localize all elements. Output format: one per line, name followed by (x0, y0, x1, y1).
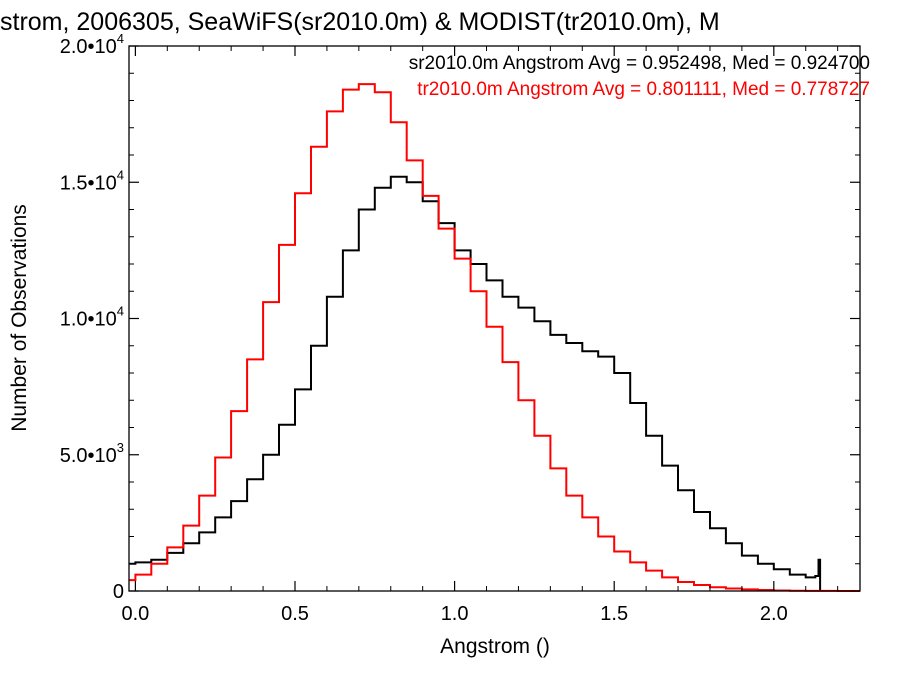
y-tick-label: 1.5•104 (60, 167, 124, 194)
x-tick-label: 2.0 (760, 603, 788, 625)
x-tick-label: 0.0 (121, 603, 149, 625)
legend-entry-tr2010: tr2010.0m Angstrom Avg = 0.801111, Med =… (417, 79, 870, 100)
y-tick-label: 2.0•104 (60, 31, 124, 58)
x-axis-label: Angstrom () (440, 635, 550, 658)
series-layer (129, 83, 860, 592)
y-axis-ticks: 0 5.0•103 1.0•104 1.5•104 2.0•104 (60, 31, 860, 603)
series-line-tr2010.0m (129, 83, 860, 592)
y-tick-label: 1.0•104 (60, 304, 124, 331)
x-axis-ticks: 0.0 0.5 1.0 1.5 2.0 (121, 46, 839, 625)
x-tick-label: 1.5 (600, 603, 628, 625)
y-tick-label: 0 (113, 581, 124, 603)
y-axis-label: Number of Observations (8, 204, 31, 432)
legend-entry-sr2010: sr2010.0m Angstrom Avg = 0.952498, Med =… (409, 53, 870, 74)
y-tick-label: 5.0•103 (60, 440, 124, 467)
x-tick-label: 0.5 (281, 603, 309, 625)
series-line-sr2010.0m (129, 175, 822, 591)
chart-title: strom, 2006305, SeaWiFS(sr2010.0m) & MOD… (0, 8, 720, 36)
x-tick-label: 1.0 (441, 603, 469, 625)
